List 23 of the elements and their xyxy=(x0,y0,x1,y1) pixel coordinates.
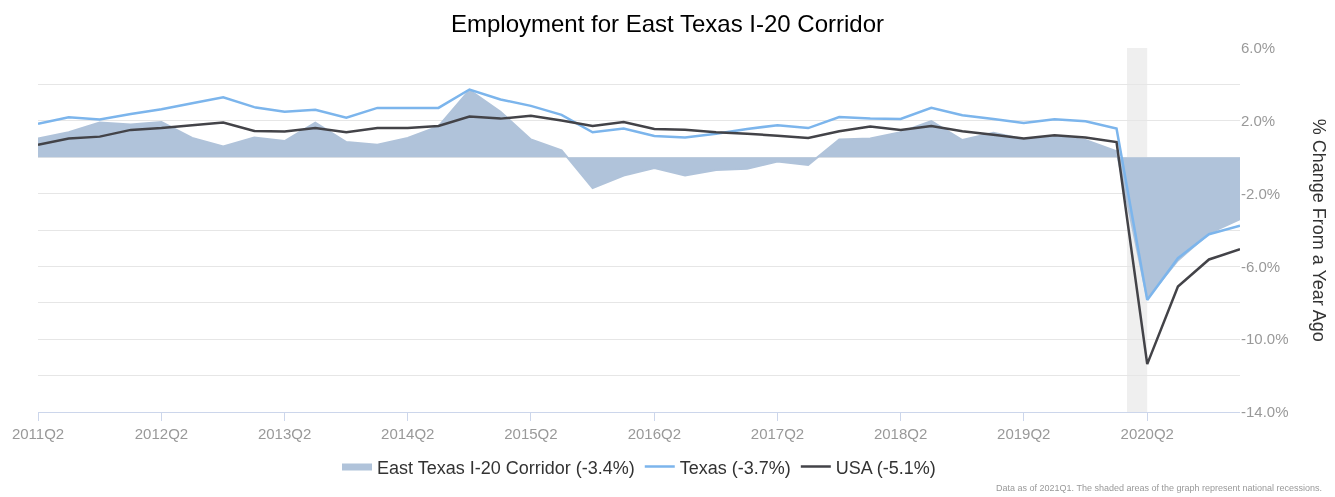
x-tick-label: 2013Q2 xyxy=(257,425,312,442)
legend-label: Texas (-3.7%) xyxy=(679,457,791,478)
y-tick-label: 6.0% xyxy=(1241,39,1276,57)
text: Data as of 2021Q1. The shaded areas of the graph represent national recessions. xyxy=(996,483,1323,493)
y-tick-label: -6.0% xyxy=(1241,257,1281,275)
x-tick-label: 2017Q2 xyxy=(750,425,805,442)
y-tick-label: -10.0% xyxy=(1241,330,1289,348)
line-series xyxy=(38,114,1240,366)
legend-label: USA (-5.1%) xyxy=(835,457,936,478)
x-tick-label: 2015Q2 xyxy=(504,425,558,442)
x-tick-label: 2014Q2 xyxy=(381,425,435,442)
x-tick-label: 2011Q2 xyxy=(11,425,65,442)
y-tick-label: -2.0% xyxy=(1241,184,1281,202)
x-tick-label: 2016Q2 xyxy=(627,425,682,442)
x-tick-label: 2012Q2 xyxy=(134,425,189,442)
legend-label: East Texas I-20 Corridor (-3.4%) xyxy=(377,457,635,478)
y-axis-title: % Change From a Year Ago xyxy=(1309,118,1330,342)
y-tick-label: 2.0% xyxy=(1241,112,1276,130)
x-tick-label: 2018Q2 xyxy=(873,425,928,442)
x-tick-label: 2019Q2 xyxy=(997,425,1051,442)
chart-title: Employment for East Texas I-20 Corridor xyxy=(450,9,885,37)
x-tick-label: 2020Q2 xyxy=(1120,425,1174,442)
y-tick-label: -14.0% xyxy=(1241,403,1289,421)
